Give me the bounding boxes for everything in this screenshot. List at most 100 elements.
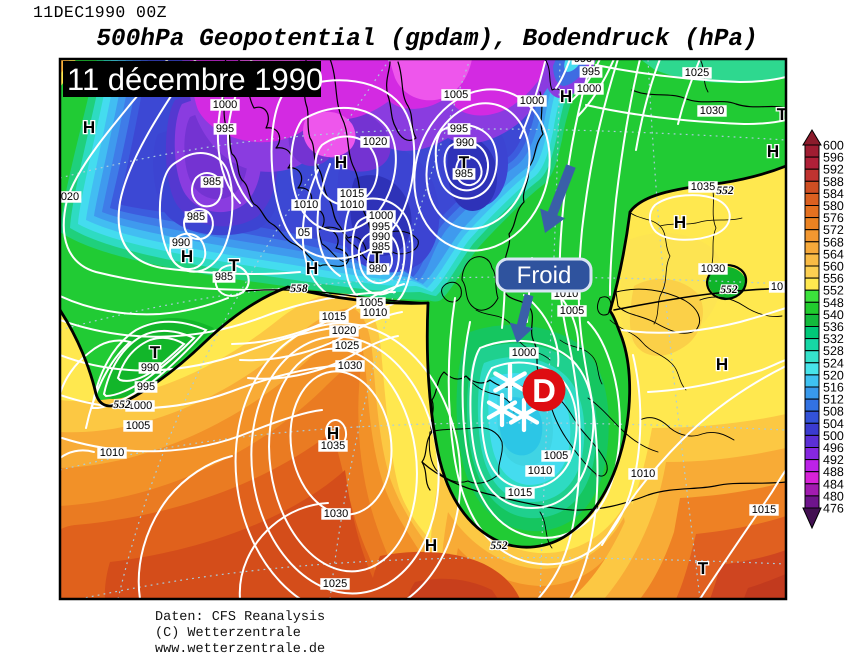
svg-text:1020: 1020 xyxy=(363,136,387,148)
svg-text:600: 600 xyxy=(823,139,844,153)
svg-text:1020: 1020 xyxy=(332,325,356,337)
svg-text:1000: 1000 xyxy=(512,347,536,359)
svg-text:558: 558 xyxy=(290,283,308,295)
svg-text:10: 10 xyxy=(771,281,783,293)
svg-text:020: 020 xyxy=(61,191,79,203)
svg-text:1025: 1025 xyxy=(685,67,709,79)
svg-text:985: 985 xyxy=(372,241,390,253)
svg-text:D: D xyxy=(532,372,556,409)
svg-text:580: 580 xyxy=(823,199,844,213)
svg-text:584: 584 xyxy=(823,187,844,201)
svg-text:H: H xyxy=(306,259,318,278)
svg-text:H: H xyxy=(767,142,779,161)
svg-text:1010: 1010 xyxy=(340,199,364,211)
svg-text:1030: 1030 xyxy=(338,360,362,372)
svg-text:532: 532 xyxy=(823,332,844,346)
svg-text:H: H xyxy=(181,247,193,266)
svg-text:Daten: CFS Reanalysis: Daten: CFS Reanalysis xyxy=(155,610,325,625)
svg-text:995: 995 xyxy=(137,381,155,393)
svg-text:1010: 1010 xyxy=(294,199,318,211)
svg-text:1005: 1005 xyxy=(560,305,584,317)
svg-text:1015: 1015 xyxy=(508,487,532,499)
svg-text:995: 995 xyxy=(372,221,390,233)
svg-text:11 décembre 1990: 11 décembre 1990 xyxy=(67,62,323,97)
svg-text:1015: 1015 xyxy=(752,504,776,516)
svg-text:1005: 1005 xyxy=(544,450,568,462)
svg-text:564: 564 xyxy=(823,247,844,261)
svg-text:560: 560 xyxy=(823,260,844,274)
svg-text:05: 05 xyxy=(298,227,310,239)
svg-text:1010: 1010 xyxy=(631,468,655,480)
svg-text:488: 488 xyxy=(823,465,844,479)
svg-text:995: 995 xyxy=(450,123,468,135)
svg-text:990: 990 xyxy=(456,137,474,149)
svg-text:576: 576 xyxy=(823,211,844,225)
svg-text:985: 985 xyxy=(187,211,205,223)
svg-text:516: 516 xyxy=(823,381,844,395)
svg-text:568: 568 xyxy=(823,235,844,249)
svg-text:592: 592 xyxy=(823,163,844,177)
svg-text:500: 500 xyxy=(823,429,844,443)
svg-text:H: H xyxy=(425,536,437,555)
svg-text:1000: 1000 xyxy=(213,99,237,111)
svg-text:T: T xyxy=(150,343,161,362)
svg-text:11DEC1990 00Z: 11DEC1990 00Z xyxy=(33,3,167,22)
svg-text:T: T xyxy=(229,256,240,275)
svg-text:1025: 1025 xyxy=(323,578,347,590)
svg-text:572: 572 xyxy=(823,223,844,237)
svg-text:552: 552 xyxy=(716,185,734,197)
svg-text:(C) Wetterzentrale: (C) Wetterzentrale xyxy=(155,626,301,641)
svg-text:985: 985 xyxy=(455,168,473,180)
svg-text:H: H xyxy=(674,213,686,232)
svg-text:990: 990 xyxy=(172,237,190,249)
svg-text:1005: 1005 xyxy=(359,297,383,309)
svg-text:512: 512 xyxy=(823,393,844,407)
svg-text:552: 552 xyxy=(113,399,131,411)
svg-text:552: 552 xyxy=(720,284,738,296)
svg-text:980: 980 xyxy=(369,263,387,275)
svg-text:1030: 1030 xyxy=(701,263,725,275)
svg-text:520: 520 xyxy=(823,368,844,382)
svg-text:1000: 1000 xyxy=(369,210,393,222)
svg-text:524: 524 xyxy=(823,356,844,370)
svg-text:1015: 1015 xyxy=(322,311,346,323)
svg-text:1000: 1000 xyxy=(520,95,544,107)
svg-text:1010: 1010 xyxy=(528,465,552,477)
svg-text:552: 552 xyxy=(823,284,844,298)
svg-text:990: 990 xyxy=(141,362,159,374)
svg-text:508: 508 xyxy=(823,405,844,419)
svg-text:985: 985 xyxy=(215,271,233,283)
svg-text:496: 496 xyxy=(823,441,844,455)
svg-text:1000: 1000 xyxy=(577,83,601,95)
svg-text:995: 995 xyxy=(216,123,234,135)
svg-text:500hPa Geopotential (gpdam), B: 500hPa Geopotential (gpdam), Bodendruck … xyxy=(96,26,758,53)
svg-text:552: 552 xyxy=(490,540,508,552)
svg-text:476: 476 xyxy=(823,502,844,516)
svg-text:504: 504 xyxy=(823,417,844,431)
svg-text:H: H xyxy=(335,153,347,172)
svg-text:1035: 1035 xyxy=(321,440,345,452)
svg-text:1005: 1005 xyxy=(444,89,468,101)
svg-text:528: 528 xyxy=(823,344,844,358)
svg-text:588: 588 xyxy=(823,175,844,189)
svg-text:1025: 1025 xyxy=(335,340,359,352)
svg-text:556: 556 xyxy=(823,272,844,286)
svg-text:1005: 1005 xyxy=(126,420,150,432)
svg-text:1000: 1000 xyxy=(128,400,152,412)
svg-text:T: T xyxy=(698,559,709,578)
svg-text:1010: 1010 xyxy=(363,307,387,319)
svg-text:T: T xyxy=(459,153,470,172)
svg-text:Froid: Froid xyxy=(517,262,572,289)
svg-text:985: 985 xyxy=(203,176,221,188)
svg-text:540: 540 xyxy=(823,308,844,322)
svg-text:492: 492 xyxy=(823,453,844,467)
svg-text:990: 990 xyxy=(372,231,390,243)
svg-text:990: 990 xyxy=(574,53,592,65)
svg-text:H: H xyxy=(716,355,728,374)
svg-text:548: 548 xyxy=(823,296,844,310)
svg-text:H: H xyxy=(327,424,339,443)
svg-text:1015: 1015 xyxy=(340,188,364,200)
svg-text:480: 480 xyxy=(823,489,844,503)
svg-text:H: H xyxy=(83,118,95,137)
svg-text:1010: 1010 xyxy=(100,447,124,459)
